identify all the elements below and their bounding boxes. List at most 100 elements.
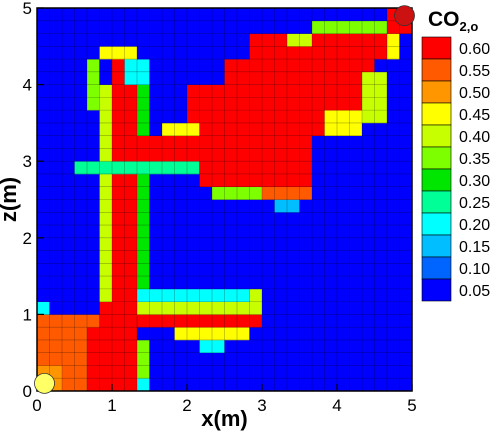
heatmap-cell bbox=[287, 339, 300, 353]
heatmap-cell bbox=[49, 365, 63, 379]
heatmap-cell bbox=[337, 263, 350, 277]
heatmap-cell bbox=[137, 122, 150, 136]
heatmap-cell bbox=[99, 148, 113, 162]
heatmap-cell bbox=[362, 186, 375, 200]
heatmap-cell bbox=[149, 352, 163, 366]
heatmap-cell bbox=[349, 122, 363, 136]
heatmap-cell bbox=[137, 59, 150, 73]
heatmap-cell bbox=[399, 122, 413, 136]
heatmap-cell bbox=[387, 378, 400, 392]
heatmap-cell bbox=[349, 199, 363, 213]
heatmap-cell bbox=[137, 276, 150, 290]
heatmap-cell bbox=[324, 148, 338, 162]
heatmap-cell bbox=[99, 225, 113, 239]
heatmap-cell bbox=[174, 327, 188, 341]
heatmap-cell bbox=[74, 212, 88, 226]
heatmap-cell bbox=[337, 161, 350, 175]
heatmap-cell bbox=[287, 186, 300, 200]
heatmap-cell bbox=[49, 173, 63, 188]
heatmap-cell bbox=[387, 327, 400, 341]
heatmap-cell bbox=[249, 46, 263, 60]
heatmap-cell bbox=[249, 288, 263, 302]
heatmap-cell bbox=[224, 20, 238, 34]
heatmap-cell bbox=[49, 110, 63, 124]
heatmap-cell bbox=[212, 225, 225, 239]
heatmap-cell bbox=[299, 46, 313, 60]
heatmap-cell bbox=[312, 339, 325, 353]
heatmap-cell bbox=[249, 327, 263, 341]
heatmap-cell bbox=[262, 339, 275, 353]
heatmap-cell bbox=[87, 148, 100, 162]
heatmap-cell bbox=[199, 301, 213, 315]
heatmap-cell bbox=[187, 339, 200, 353]
heatmap-cell bbox=[112, 97, 125, 111]
heatmap-cell bbox=[187, 161, 200, 175]
y-tick-label: 5 bbox=[23, 0, 32, 18]
heatmap-cell bbox=[62, 46, 75, 60]
heatmap-cell bbox=[49, 352, 63, 366]
heatmap-cell bbox=[37, 110, 50, 124]
heatmap-cell bbox=[374, 110, 388, 124]
heatmap-cell bbox=[312, 314, 325, 328]
heatmap-cell bbox=[374, 225, 388, 239]
heatmap-cell bbox=[349, 161, 363, 175]
heatmap-cell bbox=[237, 199, 250, 213]
heatmap-cell bbox=[112, 365, 125, 379]
heatmap-cell bbox=[99, 199, 113, 213]
heatmap-cell bbox=[312, 8, 325, 22]
heatmap-cell bbox=[137, 263, 150, 277]
heatmap-cell bbox=[74, 110, 88, 124]
heatmap-cell bbox=[87, 199, 100, 213]
heatmap-cell bbox=[174, 250, 188, 264]
heatmap-cell bbox=[199, 352, 213, 366]
heatmap-cell bbox=[324, 110, 338, 124]
heatmap-cell bbox=[112, 8, 125, 22]
heatmap-cell bbox=[249, 352, 263, 366]
heatmap-cell bbox=[362, 225, 375, 239]
heatmap-cell bbox=[99, 301, 113, 315]
heatmap-cell bbox=[299, 135, 313, 149]
heatmap-cell bbox=[387, 59, 400, 73]
heatmap-cell bbox=[387, 161, 400, 175]
heatmap-cell bbox=[99, 46, 113, 60]
heatmap-cell bbox=[374, 135, 388, 149]
heatmap-cell bbox=[112, 84, 125, 98]
y-tick-label: 4 bbox=[23, 76, 32, 95]
heatmap-cell bbox=[237, 263, 250, 277]
heatmap-cell bbox=[374, 352, 388, 366]
heatmap-cell bbox=[249, 122, 263, 136]
heatmap-cell bbox=[224, 314, 238, 328]
heatmap-cell bbox=[374, 365, 388, 379]
heatmap-cell bbox=[37, 161, 50, 175]
heatmap-cell bbox=[212, 199, 225, 213]
heatmap-cell bbox=[224, 339, 238, 353]
heatmap-cell bbox=[337, 301, 350, 315]
heatmap-cell bbox=[399, 250, 413, 264]
heatmap-cell bbox=[99, 33, 113, 47]
heatmap-cell bbox=[174, 20, 188, 34]
heatmap-cell bbox=[249, 237, 263, 251]
heatmap-cell bbox=[74, 314, 88, 328]
heatmap-cell bbox=[387, 84, 400, 98]
heatmap-cell bbox=[187, 173, 200, 188]
heatmap-cell bbox=[199, 365, 213, 379]
heatmap-cell bbox=[49, 327, 63, 341]
heatmap-cell bbox=[287, 212, 300, 226]
heatmap-cell bbox=[399, 288, 413, 302]
heatmap-cell bbox=[324, 327, 338, 341]
heatmap-cell bbox=[74, 225, 88, 239]
heatmap-cell bbox=[312, 352, 325, 366]
heatmap-cell bbox=[124, 135, 138, 149]
heatmap-cell bbox=[112, 59, 125, 73]
heatmap-cell bbox=[174, 97, 188, 111]
heatmap-cell bbox=[187, 46, 200, 60]
heatmap-cell bbox=[174, 378, 188, 392]
heatmap-cell bbox=[287, 314, 300, 328]
heatmap-cell bbox=[162, 327, 175, 341]
heatmap-cell bbox=[37, 173, 50, 188]
heatmap-cell bbox=[362, 173, 375, 188]
heatmap-cell bbox=[74, 122, 88, 136]
heatmap-cell bbox=[262, 352, 275, 366]
heatmap-cell bbox=[112, 225, 125, 239]
heatmap-cell bbox=[174, 173, 188, 188]
